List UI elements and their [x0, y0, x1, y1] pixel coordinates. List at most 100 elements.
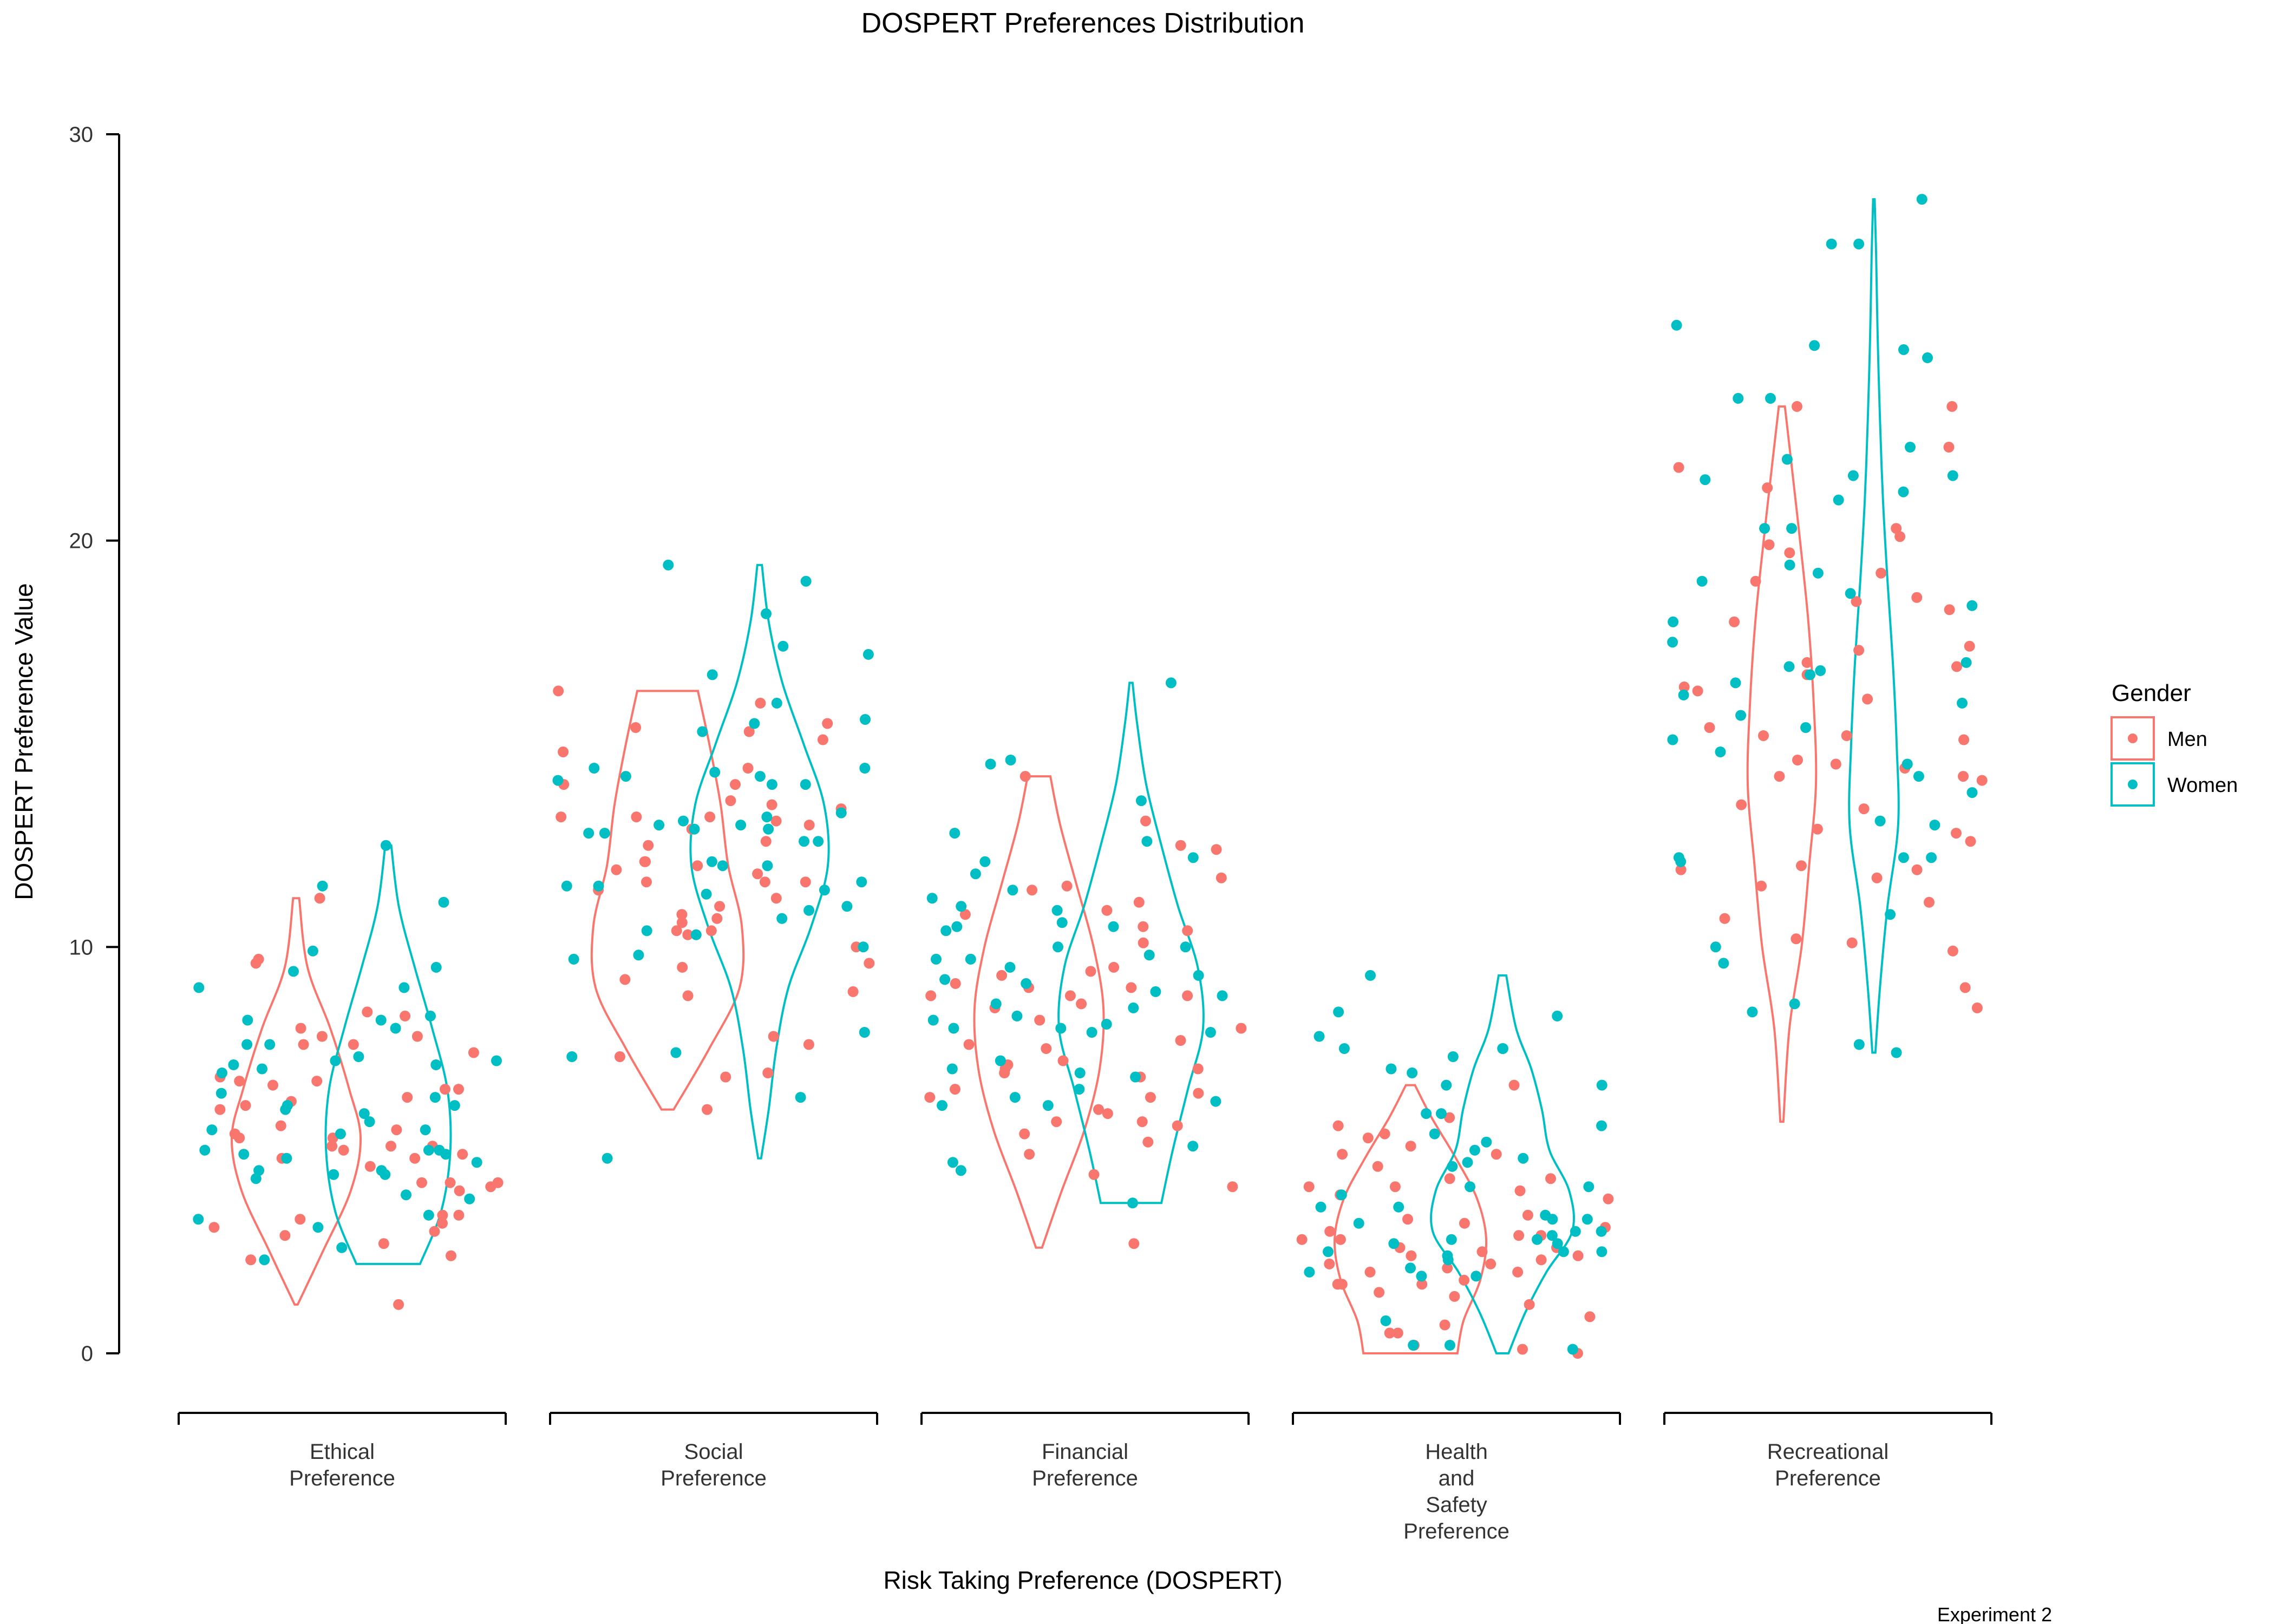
point-women: [449, 1100, 460, 1111]
point-women: [423, 1209, 434, 1221]
point-women: [940, 925, 952, 937]
point-men: [1406, 1250, 1417, 1261]
point-men: [250, 958, 262, 969]
point-men: [1796, 860, 1807, 872]
point-men: [1175, 840, 1186, 851]
point-men: [676, 909, 688, 920]
point-men: [1736, 799, 1747, 810]
x-category-1: Social Preference: [549, 1412, 878, 1490]
point-men: [755, 697, 766, 709]
point-women: [1696, 575, 1708, 587]
point-women: [1898, 344, 1909, 355]
point-women: [937, 1100, 948, 1111]
point-women: [281, 1152, 292, 1164]
point-women: [946, 1063, 958, 1075]
point-women: [841, 901, 853, 912]
point-men: [1517, 1344, 1528, 1355]
point-women: [1667, 637, 1678, 648]
point-women: [1128, 1002, 1139, 1013]
point-women: [398, 982, 410, 993]
point-women: [1469, 1144, 1480, 1156]
point-men: [1792, 755, 1803, 765]
x-tick-label-line: Safety: [1426, 1493, 1487, 1517]
point-women: [1405, 1262, 1416, 1274]
point-men: [1891, 523, 1902, 534]
point-women: [1055, 1023, 1067, 1034]
point-women: [1210, 1096, 1221, 1107]
point-women: [1141, 836, 1153, 847]
point-men: [1034, 1014, 1045, 1026]
point-women: [430, 1059, 442, 1070]
point-men: [1545, 1173, 1556, 1184]
point-women: [1217, 990, 1228, 1001]
point-women: [336, 1242, 348, 1253]
point-women: [1011, 1010, 1023, 1021]
point-men: [766, 799, 777, 810]
point-women: [859, 1027, 870, 1038]
point-men: [1076, 998, 1087, 1010]
legend-label-women: Women: [2167, 774, 2238, 797]
point-women: [956, 901, 967, 912]
point-women: [1180, 941, 1191, 953]
point-women: [813, 836, 824, 847]
point-men: [1964, 640, 1975, 652]
point-women: [803, 905, 815, 916]
point-women: [965, 953, 976, 965]
point-men: [1024, 1149, 1035, 1160]
point-men: [267, 1079, 278, 1091]
point-women: [1108, 921, 1119, 932]
point-women: [1314, 1031, 1325, 1042]
point-men: [800, 876, 811, 888]
caption: Experiment 2: [1937, 1603, 2052, 1624]
point-women: [1532, 1234, 1543, 1245]
point-men: [714, 901, 726, 912]
point-men: [1704, 722, 1715, 733]
point-men: [1192, 1063, 1204, 1075]
legend-item-women: Women: [2110, 762, 2238, 807]
point-women: [1386, 1063, 1397, 1075]
y-axis-label: DOSPERT Preference Value: [10, 583, 38, 900]
point-men: [1236, 1023, 1247, 1034]
point-men: [1476, 1246, 1488, 1258]
point-men: [1876, 567, 1887, 579]
point-women: [1922, 352, 1933, 363]
point-men: [1846, 937, 1858, 948]
x-tick-label-line: Preference: [661, 1466, 767, 1490]
point-women: [856, 876, 867, 888]
point-men: [1175, 1035, 1186, 1046]
point-women: [858, 941, 869, 953]
point-women: [927, 1014, 939, 1026]
point-men: [1335, 1234, 1346, 1245]
point-women: [312, 1222, 324, 1233]
point-men: [619, 974, 631, 985]
point-men: [1216, 872, 1227, 883]
point-men: [641, 876, 652, 888]
x-axis-label: Risk Taking Preference (DOSPERT): [883, 1566, 1282, 1594]
point-women: [1700, 474, 1711, 486]
point-men: [1337, 1149, 1348, 1160]
point-women: [862, 649, 874, 660]
y-tick-label: 30: [69, 123, 94, 147]
point-men: [558, 746, 569, 757]
point-men: [362, 1006, 373, 1018]
point-women: [1547, 1214, 1558, 1225]
point-men: [682, 929, 694, 940]
point-women: [390, 1023, 401, 1034]
point-women: [1135, 795, 1147, 807]
point-women: [1898, 852, 1909, 863]
point-men: [1894, 531, 1906, 542]
point-men: [240, 1100, 251, 1111]
point-men: [1459, 1217, 1470, 1229]
point-men: [1911, 592, 1923, 603]
point-men: [770, 893, 782, 904]
point-women: [1101, 1019, 1112, 1030]
point-men: [1296, 1234, 1308, 1245]
point-men: [1088, 1169, 1100, 1180]
point-men: [1971, 1002, 1983, 1013]
point-women: [364, 1116, 375, 1128]
point-men: [1858, 803, 1870, 815]
point-men: [742, 763, 754, 774]
point-women: [593, 880, 604, 892]
point-women: [242, 1014, 253, 1026]
point-women: [1323, 1246, 1334, 1258]
